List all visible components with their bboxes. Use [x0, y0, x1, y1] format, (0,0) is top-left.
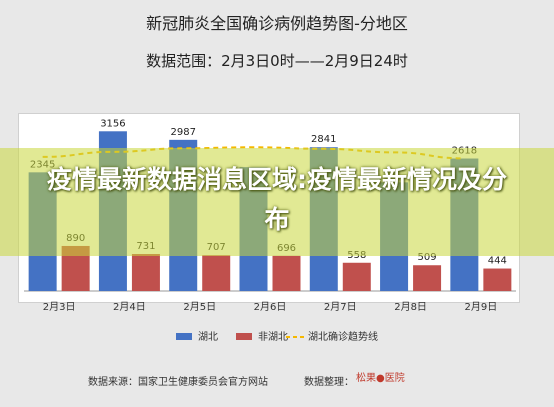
data-label-hubei: 3156	[100, 118, 125, 129]
legend-label-trend: 湖北确诊趋势线	[308, 330, 378, 343]
legend-swatch-hubei	[176, 333, 192, 340]
x-tick-label: 2月3日	[43, 301, 76, 313]
data-editor-note: 数据整理：	[304, 377, 354, 388]
chart-subtitle: 数据范围：2月3日0时——2月9日24时	[146, 52, 408, 70]
x-tick-label: 2月5日	[183, 301, 216, 313]
data-source-note: 数据来源：国家卫生健康委员会官方网站	[88, 377, 268, 388]
brand-logo: 松果●医院	[356, 369, 405, 384]
brand-logo-text: 松果	[356, 373, 376, 384]
bar-non-hubei	[131, 254, 160, 291]
x-tick-label: 2月6日	[254, 301, 287, 313]
overlay-banner-text: 疫情最新数据消息区域:疫情最新情况及分布	[47, 165, 507, 234]
x-tick-label: 2月7日	[324, 301, 357, 313]
bar-non-hubei	[483, 268, 512, 291]
overlay-banner	[0, 148, 554, 256]
data-label-non-hubei: 444	[488, 256, 507, 267]
x-tick-label: 2月8日	[394, 301, 427, 313]
bar-non-hubei	[202, 255, 231, 291]
brand-logo-suffix: 医院	[384, 373, 405, 384]
chart-title: 新冠肺炎全国确诊病例趋势图-分地区	[146, 14, 408, 33]
bar-non-hubei	[342, 262, 371, 291]
bar-non-hubei	[413, 265, 442, 291]
legend-swatch-non-hubei	[236, 333, 252, 340]
data-label-hubei: 2987	[170, 127, 195, 138]
legend-label-non-hubei: 非湖北	[258, 331, 288, 343]
x-tick-label: 2月4日	[113, 301, 146, 313]
data-label-non-hubei: 509	[418, 252, 437, 263]
cup-icon: ●	[376, 373, 385, 384]
bar-non-hubei	[272, 255, 301, 291]
legend-label-hubei: 湖北	[198, 331, 218, 343]
data-label-hubei: 2841	[311, 134, 336, 145]
x-tick-label: 2月9日	[464, 301, 497, 313]
